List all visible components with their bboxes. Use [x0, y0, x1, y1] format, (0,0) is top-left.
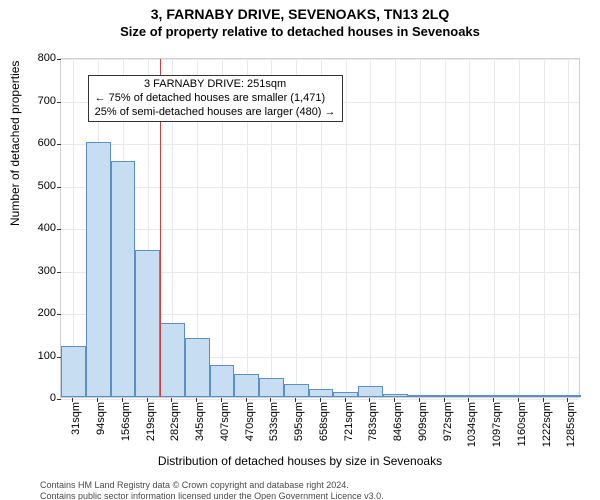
chart-container: 3, FARNABY DRIVE, SEVENOAKS, TN13 2LQ Si…	[0, 6, 600, 500]
annot-line-3: 25% of semi-detached houses are larger (…	[95, 106, 336, 120]
gridline-v	[370, 59, 371, 397]
gridline-v	[420, 59, 421, 397]
chart-title-address: 3, FARNABY DRIVE, SEVENOAKS, TN13 2LQ	[0, 6, 600, 22]
histogram-bar	[482, 395, 507, 397]
ytick-label: 600	[38, 137, 56, 149]
histogram-bar	[185, 338, 210, 398]
xtick-label: 533sqm	[268, 402, 280, 441]
ytick-label: 100	[38, 350, 56, 362]
annot-line-2: ← 75% of detached houses are smaller (1,…	[95, 92, 336, 106]
histogram-bar	[111, 161, 136, 397]
histogram-bar	[234, 374, 259, 397]
xtick-label: 972sqm	[442, 402, 454, 441]
histogram-bar	[135, 250, 160, 397]
gridline-v	[469, 59, 470, 397]
ytick-label: 0	[50, 392, 56, 404]
xtick-label: 1034sqm	[466, 402, 478, 447]
attr-line-2: Contains public sector information licen…	[40, 491, 590, 500]
histogram-bar	[259, 378, 284, 397]
histogram-bar	[61, 346, 86, 397]
annotation-box: 3 FARNABY DRIVE: 251sqm ← 75% of detache…	[88, 75, 343, 122]
histogram-bar	[333, 392, 358, 397]
plot-area: 0100200300400500600700800 31sqm94sqm156s…	[60, 58, 580, 398]
ytick-label: 300	[38, 265, 56, 277]
x-ticks: 31sqm 94sqm 156sqm 219sqm 282sqm 345sqm 407sqm…	[60, 398, 580, 458]
attr-line-1: Contains HM Land Registry data © Crown c…	[40, 480, 590, 491]
histogram-bar	[309, 389, 334, 398]
xtick-label: 783sqm	[367, 402, 379, 441]
gridline-v	[519, 59, 520, 397]
xtick-label: 219sqm	[145, 402, 157, 441]
y-ticks: 0100200300400500600700800	[16, 58, 60, 398]
xtick-label: 595sqm	[293, 402, 305, 441]
ytick-label: 500	[38, 180, 56, 192]
gridline-v	[494, 59, 495, 397]
annot-line-1: 3 FARNABY DRIVE: 251sqm	[95, 78, 336, 92]
xtick-label: 345sqm	[194, 402, 206, 441]
xtick-label: 282sqm	[169, 402, 181, 441]
xtick-label: 94sqm	[95, 402, 107, 435]
xtick-label: 31sqm	[70, 402, 82, 435]
histogram-bar	[432, 395, 457, 397]
xtick-label: 1285sqm	[565, 402, 577, 447]
histogram-bar	[408, 395, 433, 397]
xtick-label: 156sqm	[120, 402, 132, 441]
xtick-label: 1160sqm	[516, 402, 528, 446]
histogram-bar	[86, 142, 111, 397]
xtick-label: 407sqm	[219, 402, 231, 441]
xtick-label: 721sqm	[343, 402, 355, 441]
histogram-bar	[210, 365, 235, 397]
histogram-bar	[457, 395, 482, 397]
ytick-label: 800	[38, 52, 56, 64]
xtick-label: 846sqm	[392, 402, 404, 441]
gridline-v	[346, 59, 347, 397]
ytick-label: 400	[38, 222, 56, 234]
attribution-text: Contains HM Land Registry data © Crown c…	[40, 480, 590, 500]
histogram-bar	[531, 395, 556, 397]
xtick-label: 1097sqm	[491, 402, 503, 447]
histogram-bar	[556, 395, 581, 397]
gridline-v	[395, 59, 396, 397]
ytick-label: 200	[38, 307, 56, 319]
xtick-label: 658sqm	[318, 402, 330, 441]
histogram-bar	[358, 386, 383, 397]
histogram-bar	[507, 395, 532, 397]
gridline-v	[445, 59, 446, 397]
xtick-label: 1222sqm	[541, 402, 553, 447]
ytick-label: 700	[38, 95, 56, 107]
chart-title-subtitle: Size of property relative to detached ho…	[0, 24, 600, 39]
xtick-label: 470sqm	[244, 402, 256, 441]
gridline-v	[544, 59, 545, 397]
histogram-bar	[383, 394, 408, 397]
histogram-bar	[284, 384, 309, 397]
gridline-v	[568, 59, 569, 397]
xtick-label: 909sqm	[417, 402, 429, 441]
histogram-bar	[160, 323, 185, 397]
